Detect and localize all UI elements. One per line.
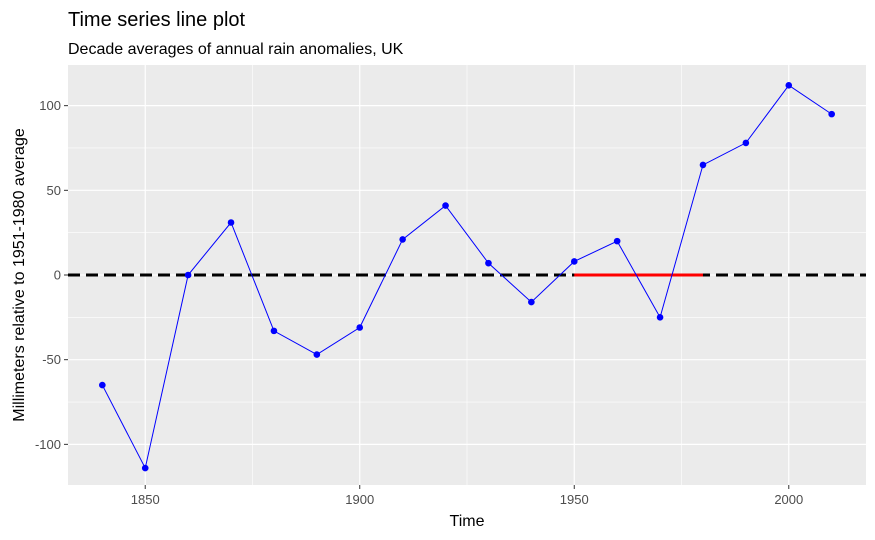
x-axis-title: Time (450, 513, 485, 530)
data-point (828, 110, 835, 118)
data-point (270, 327, 278, 335)
data-point (313, 351, 321, 358)
x-tick-label: 1850 (131, 492, 160, 507)
y-tick-label: 100 (39, 98, 61, 113)
y-tick-label: -50 (42, 352, 61, 367)
y-tick-label: -100 (35, 437, 61, 452)
data-point (570, 258, 578, 265)
data-point (485, 259, 492, 267)
series-points (99, 82, 835, 472)
series-lines (101, 84, 832, 470)
chart-title: Time series line plot (68, 9, 246, 31)
series-line (101, 84, 832, 470)
y-axis-title: Millimeters relative to 1951-1980 averag… (11, 128, 28, 422)
data-point (785, 82, 793, 89)
data-point (613, 237, 621, 245)
data-point (699, 161, 707, 169)
x-axis-ticks: 1850 1900 1950 2000 (131, 485, 803, 507)
data-point (184, 271, 192, 279)
y-tick-label: 0 (54, 268, 61, 283)
data-point (141, 464, 149, 472)
data-point (442, 202, 449, 209)
data-point (399, 236, 406, 243)
data-point (742, 139, 750, 147)
data-point (656, 314, 664, 321)
x-tick-label: 1950 (560, 492, 589, 507)
y-axis-ticks: -100 -50 0 50 100 (35, 98, 68, 452)
chart-subtitle: Decade averages of annual rain anomalies… (68, 41, 404, 58)
x-tick-label: 2000 (774, 492, 803, 507)
data-point (227, 219, 235, 226)
x-tick-label: 1900 (345, 492, 374, 507)
y-tick-label: 50 (47, 183, 61, 198)
data-point (356, 324, 364, 331)
data-point (99, 381, 106, 389)
data-point (528, 298, 535, 306)
